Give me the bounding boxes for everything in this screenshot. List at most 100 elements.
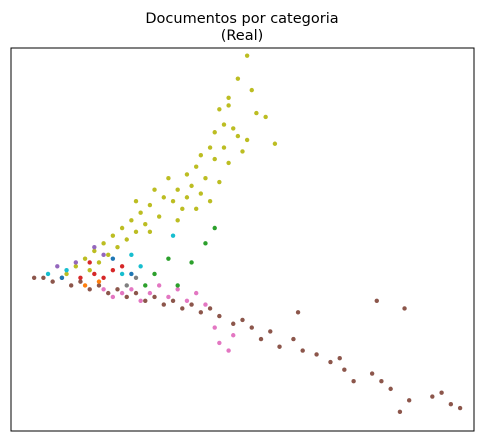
data-point-olive-19 [226, 161, 230, 165]
data-point-brown-31 [162, 302, 166, 306]
data-point-orange-0 [97, 279, 101, 283]
data-point-olive-36 [134, 230, 138, 234]
data-point-olive-15 [222, 145, 226, 149]
data-point-cyan-5 [64, 268, 68, 272]
data-point-olive-50 [185, 195, 189, 199]
data-point-green-1 [213, 226, 217, 230]
data-point-pink-1 [203, 302, 207, 306]
data-point-brown-1 [449, 402, 453, 406]
data-point-green-5 [143, 283, 147, 287]
data-point-purple-0 [92, 245, 96, 249]
data-point-pink-7 [138, 299, 142, 303]
data-point-red-1 [92, 272, 96, 276]
data-point-brown-41 [69, 283, 73, 287]
data-point-olive-10 [213, 130, 217, 134]
data-point-brown-27 [199, 310, 203, 314]
data-point-olive-1 [236, 76, 240, 80]
data-point-olive-12 [245, 138, 249, 142]
data-point-olive-34 [143, 222, 147, 226]
data-point-olive-40 [115, 245, 119, 249]
data-point-olive-13 [273, 142, 277, 146]
data-point-brown-15 [291, 337, 295, 341]
data-point-red-5 [120, 264, 124, 268]
data-point-olive-0 [245, 53, 249, 57]
data-point-olive-4 [217, 107, 221, 111]
data-point-pink-12 [217, 341, 221, 345]
data-point-brown-5 [398, 410, 402, 414]
data-point-olive-51 [208, 199, 212, 203]
data-point-olive-46 [88, 268, 92, 272]
data-point-olive-41 [92, 249, 96, 253]
data-point-brown-43 [50, 279, 54, 283]
data-point-olive-17 [199, 153, 203, 157]
data-point-pink-14 [213, 325, 217, 329]
data-point-olive-20 [194, 165, 198, 169]
data-point-blue-2 [60, 276, 64, 280]
data-point-brown-11 [338, 356, 342, 360]
data-point-olive-33 [129, 218, 133, 222]
data-point-brown-17 [268, 329, 272, 333]
data-point-olive-11 [236, 134, 240, 138]
data-point-pink-2 [185, 299, 189, 303]
data-point-brown-16 [277, 345, 281, 349]
data-point-olive-23 [217, 180, 221, 184]
data-point-brown-4 [407, 398, 411, 402]
data-point-olive-39 [101, 241, 105, 245]
data-point-olive-28 [171, 199, 175, 203]
data-point-green-0 [203, 241, 207, 245]
data-point-brown-14 [300, 348, 304, 352]
data-point-olive-9 [231, 126, 235, 130]
data-point-olive-14 [208, 145, 212, 149]
data-point-brown-20 [240, 318, 244, 322]
data-point-brown-10 [342, 368, 346, 372]
data-point-brown-35 [125, 295, 129, 299]
data-point-olive-16 [240, 149, 244, 153]
data-point-brown-44 [41, 276, 45, 280]
data-point-olive-43 [83, 256, 87, 260]
data-point-olive-35 [120, 226, 124, 230]
data-point-brown-18 [259, 337, 263, 341]
chart-title: Documentos por categoria [145, 11, 338, 27]
data-point-brown-13 [314, 352, 318, 356]
data-point-olive-54 [194, 207, 198, 211]
data-point-brown-26 [208, 306, 212, 310]
data-point-olive-52 [134, 199, 138, 203]
data-point-brown-36 [115, 287, 119, 291]
data-point-olive-8 [222, 122, 226, 126]
plot-area [11, 48, 474, 431]
data-point-olive-44 [97, 260, 101, 264]
data-point-brown-40 [78, 279, 82, 283]
data-point-pink-5 [157, 283, 161, 287]
data-point-blue-1 [129, 272, 133, 276]
data-point-olive-24 [189, 184, 193, 188]
data-point-brown-33 [143, 299, 147, 303]
data-point-olive-22 [203, 176, 207, 180]
data-point-brown-7 [379, 379, 383, 383]
data-point-brown-12 [328, 360, 332, 364]
data-point-brown-28 [189, 302, 193, 306]
data-point-pink-0 [194, 291, 198, 295]
data-point-pink-6 [148, 291, 152, 295]
data-point-olive-45 [74, 264, 78, 268]
data-point-brown-21 [231, 322, 235, 326]
data-point-brown-23 [375, 299, 379, 303]
data-point-brown-38 [97, 283, 101, 287]
data-point-olive-48 [166, 176, 170, 180]
data-point-brown-19 [250, 325, 254, 329]
data-point-olive-38 [125, 237, 129, 241]
data-point-olive-26 [199, 191, 203, 195]
data-point-cyan-0 [171, 233, 175, 237]
data-point-olive-25 [175, 188, 179, 192]
data-point-gray-1 [134, 276, 138, 280]
data-point-green-3 [166, 256, 170, 260]
data-point-olive-49 [152, 188, 156, 192]
data-point-pink-10 [111, 295, 115, 299]
data-point-pink-8 [129, 287, 133, 291]
data-point-red-0 [78, 276, 82, 280]
data-point-olive-42 [106, 253, 110, 257]
data-point-pink-15 [231, 333, 235, 337]
data-point-brown-3 [430, 394, 434, 398]
data-point-olive-47 [64, 272, 68, 276]
data-point-olive-31 [138, 210, 142, 214]
